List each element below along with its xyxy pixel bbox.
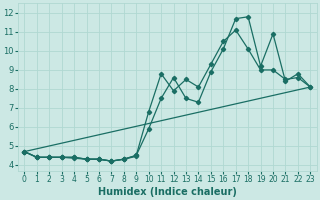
X-axis label: Humidex (Indice chaleur): Humidex (Indice chaleur) [98,187,237,197]
